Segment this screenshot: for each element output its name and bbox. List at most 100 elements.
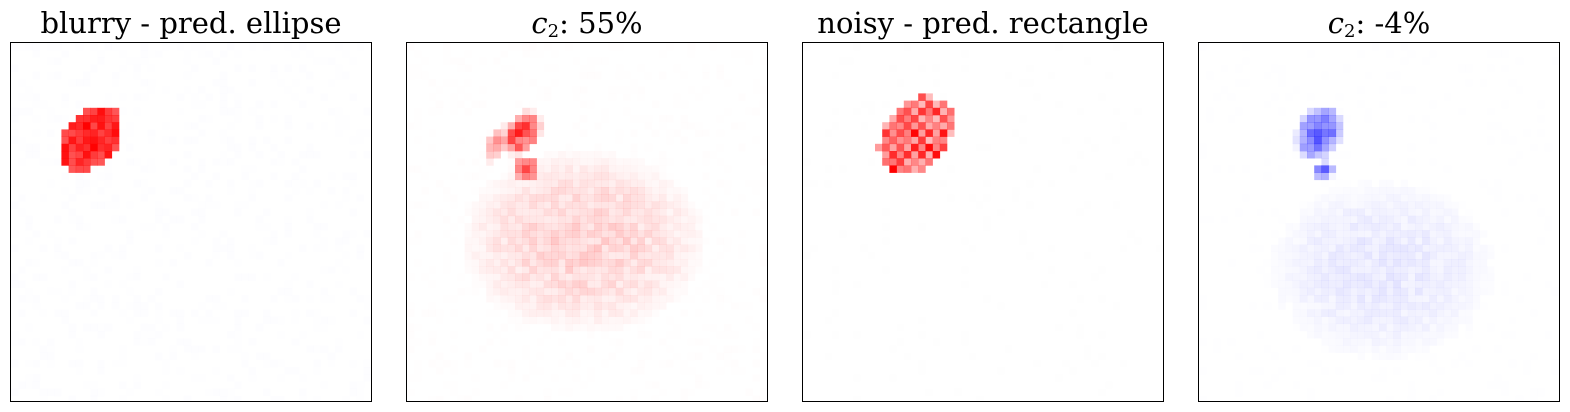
attribution-pixel (903, 100, 912, 109)
noise-pixel (825, 353, 833, 361)
noise-pixel (407, 165, 415, 173)
noise-pixel (1307, 381, 1315, 389)
noise-pixel (1523, 129, 1531, 137)
cloud-pixel (486, 180, 494, 188)
noise-pixel (925, 50, 933, 58)
noise-pixel (1055, 43, 1063, 51)
cloud-pixel (666, 201, 674, 209)
noise-pixel (357, 259, 365, 267)
noise-pixel (1235, 209, 1243, 217)
cloud-pixel (666, 251, 674, 260)
noise-pixel (810, 281, 818, 289)
noise-pixel (126, 237, 134, 245)
noise-pixel (1156, 115, 1163, 123)
noise-pixel (1228, 259, 1236, 267)
attribution-pixel (889, 129, 897, 137)
noise-pixel (1372, 43, 1380, 51)
noise-pixel (940, 331, 948, 339)
noise-pixel (11, 230, 19, 238)
attribution-pixel (896, 115, 905, 123)
cloud-pixel (608, 165, 617, 173)
noise-pixel (479, 86, 487, 94)
cloud-pixel (1300, 237, 1308, 245)
noise-pixel (839, 137, 847, 145)
cloud-pixel (493, 223, 501, 231)
noise-pixel (897, 381, 905, 389)
noise-pixel (1113, 194, 1121, 202)
cloud-pixel (1437, 194, 1445, 202)
noise-pixel (609, 93, 617, 101)
noise-pixel (1235, 381, 1243, 389)
noise-pixel (1199, 108, 1207, 116)
cloud-pixel (536, 237, 545, 245)
noise-pixel (911, 281, 919, 289)
cloud-pixel (630, 223, 638, 231)
cloud-pixel (1422, 223, 1430, 231)
noise-pixel (33, 360, 41, 368)
noise-pixel (1523, 194, 1531, 202)
cloud-pixel (558, 230, 566, 238)
noise-pixel (83, 381, 91, 389)
cloud-pixel (479, 194, 487, 202)
cloud-pixel (1422, 215, 1430, 224)
noise-pixel (1055, 79, 1063, 87)
noise-pixel (18, 158, 26, 166)
noise-pixel (637, 360, 645, 368)
noise-pixel (1480, 201, 1488, 209)
noise-pixel (1221, 79, 1229, 87)
noise-pixel (508, 158, 516, 166)
attribution-pixel (75, 165, 84, 173)
noise-pixel (652, 129, 660, 137)
noise-pixel (205, 259, 213, 267)
noise-pixel (875, 50, 883, 58)
noise-pixel (1199, 115, 1207, 123)
noise-pixel (457, 288, 465, 296)
cloud-pixel (1350, 295, 1358, 303)
noise-pixel (1278, 65, 1286, 73)
cloud-pixel (565, 251, 573, 260)
noise-pixel (97, 252, 105, 259)
attribution-pixel (903, 107, 912, 116)
noise-pixel (1019, 201, 1027, 209)
noise-pixel (133, 72, 141, 80)
cloud-pixel (536, 172, 545, 181)
cloud-pixel (659, 173, 667, 181)
cloud-pixel (651, 215, 660, 224)
noise-pixel (1228, 187, 1236, 195)
noise-pixel (1271, 72, 1279, 80)
noise-pixel (1350, 381, 1358, 389)
cloud-pixel (1335, 273, 1344, 281)
noise-pixel (1408, 381, 1416, 389)
noise-pixel (1019, 302, 1027, 310)
noise-pixel (1156, 201, 1163, 209)
noise-pixel (573, 57, 581, 65)
noise-pixel (875, 273, 883, 281)
noise-pixel (277, 360, 285, 368)
cloud-pixel (558, 194, 566, 202)
noise-pixel (1235, 252, 1243, 259)
cloud-pixel (537, 158, 545, 166)
noise-pixel (1458, 158, 1466, 166)
cloud-pixel (587, 187, 595, 195)
noise-pixel (976, 259, 984, 267)
cloud-pixel (501, 295, 509, 303)
noise-pixel (1350, 72, 1358, 80)
noise-pixel (1257, 302, 1265, 310)
noise-pixel (90, 388, 98, 397)
noise-pixel (760, 353, 767, 361)
cloud-pixel (501, 180, 509, 188)
cloud-pixel (522, 237, 530, 245)
cloud-pixel (507, 295, 516, 303)
attribution-pixel (925, 136, 933, 145)
cloud-pixel (673, 208, 681, 217)
attribution-pixel (522, 136, 530, 145)
noise-pixel (1228, 245, 1236, 253)
noise-pixel (1494, 273, 1502, 281)
noise-pixel (1386, 144, 1394, 152)
cloud-pixel (637, 194, 645, 202)
noise-pixel (450, 389, 458, 397)
noise-pixel (198, 216, 206, 224)
cloud-pixel (471, 223, 480, 231)
noise-pixel (1365, 158, 1373, 166)
noise-pixel (1458, 144, 1466, 152)
